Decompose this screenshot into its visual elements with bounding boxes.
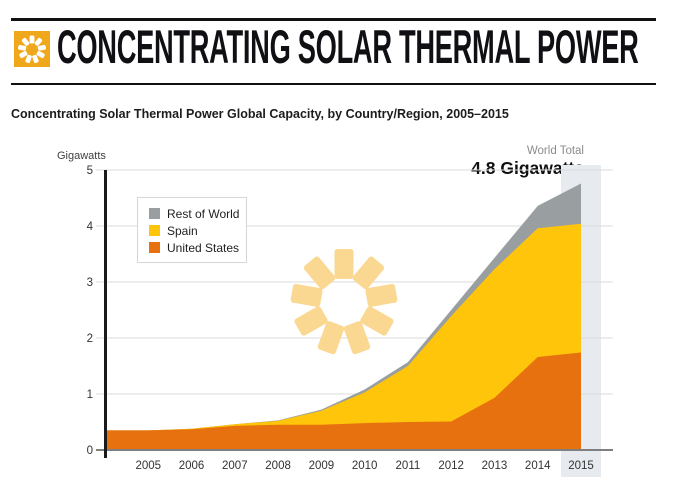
stacked-area-chart: 0 1 2 3 4 5 2005 2006 2007 2008 2009 2010 2011 2012 20… bbox=[87, 165, 613, 477]
legend-swatch-rest-of-world bbox=[149, 208, 160, 219]
header-bottom-rule bbox=[11, 83, 656, 85]
legend-item-spain: Spain bbox=[149, 222, 246, 239]
sun-ray bbox=[352, 256, 385, 290]
x-tick-label-2011: 2011 bbox=[396, 460, 421, 472]
chart-legend: Rest of World Spain United States bbox=[137, 197, 247, 263]
header-top-rule bbox=[11, 18, 656, 21]
sun-ray bbox=[34, 37, 43, 46]
area-spain bbox=[105, 223, 581, 450]
legend-label-spain: Spain bbox=[167, 223, 198, 238]
x-tick-label-2007: 2007 bbox=[222, 460, 248, 472]
x-tick-label-2009: 2009 bbox=[309, 460, 335, 472]
sun-ray bbox=[303, 256, 336, 290]
sun-ray bbox=[317, 321, 345, 355]
legend-item-rest-of-world: Rest of World bbox=[149, 205, 246, 222]
sun-ray bbox=[365, 283, 398, 307]
world-total-value: 4.8 Gigawatts bbox=[471, 158, 584, 178]
y-axis-unit-label: Gigawatts bbox=[57, 150, 106, 162]
x-tick-label-2005: 2005 bbox=[135, 460, 161, 472]
y-tick-label-5: 5 bbox=[87, 165, 93, 177]
legend-item-united-states: United States bbox=[149, 239, 246, 256]
y-tick-label-4: 4 bbox=[87, 221, 94, 233]
y-tick-label-3: 3 bbox=[87, 277, 93, 289]
y-tick-label-0: 0 bbox=[87, 445, 93, 457]
chart-subtitle: Concentrating Solar Thermal Power Global… bbox=[11, 107, 509, 121]
sun-burst-icon-svg bbox=[14, 31, 50, 67]
area-united-states bbox=[105, 352, 581, 450]
sun-ray bbox=[36, 50, 45, 59]
sun-ray bbox=[29, 35, 35, 44]
sun-ray bbox=[343, 321, 371, 355]
x-tick-label-2013: 2013 bbox=[482, 460, 508, 472]
legend-label-united-states: United States bbox=[167, 240, 240, 255]
sun-ray bbox=[18, 44, 27, 51]
x-tick-label-2014: 2014 bbox=[525, 460, 551, 472]
sun-ray bbox=[25, 54, 32, 64]
legend-label-rest-of-world: Rest of World bbox=[167, 206, 240, 221]
sun-ray bbox=[290, 283, 323, 307]
sun-ray bbox=[19, 50, 28, 59]
sun-ray bbox=[334, 249, 354, 279]
x-tick-label-2015: 2015 bbox=[568, 460, 594, 472]
y-tick-label-1: 1 bbox=[87, 389, 93, 401]
legend-swatch-united-states bbox=[149, 242, 160, 253]
page-title: CONCENTRATING SOLAR THERMAL POWER bbox=[57, 20, 639, 73]
x-tick-label-2012: 2012 bbox=[438, 460, 464, 472]
x-tick-label-2010: 2010 bbox=[352, 460, 378, 472]
sun-ray bbox=[21, 37, 30, 46]
x-tick-label-2006: 2006 bbox=[179, 460, 205, 472]
sun-icon-rays bbox=[18, 35, 46, 64]
y-tick-label-2: 2 bbox=[87, 333, 93, 345]
sun-ray bbox=[37, 44, 46, 51]
world-total-annotation: World Total 4.8 Gigawatts bbox=[471, 145, 584, 179]
sun-burst-icon bbox=[14, 31, 50, 67]
sun-ray bbox=[294, 306, 328, 336]
world-total-label: World Total bbox=[526, 145, 584, 157]
legend-swatch-spain bbox=[149, 225, 160, 236]
sun-watermark-icon bbox=[290, 249, 398, 355]
x-tick-label-2008: 2008 bbox=[265, 460, 291, 472]
sun-ray bbox=[360, 306, 394, 336]
sun-ray bbox=[32, 54, 39, 64]
